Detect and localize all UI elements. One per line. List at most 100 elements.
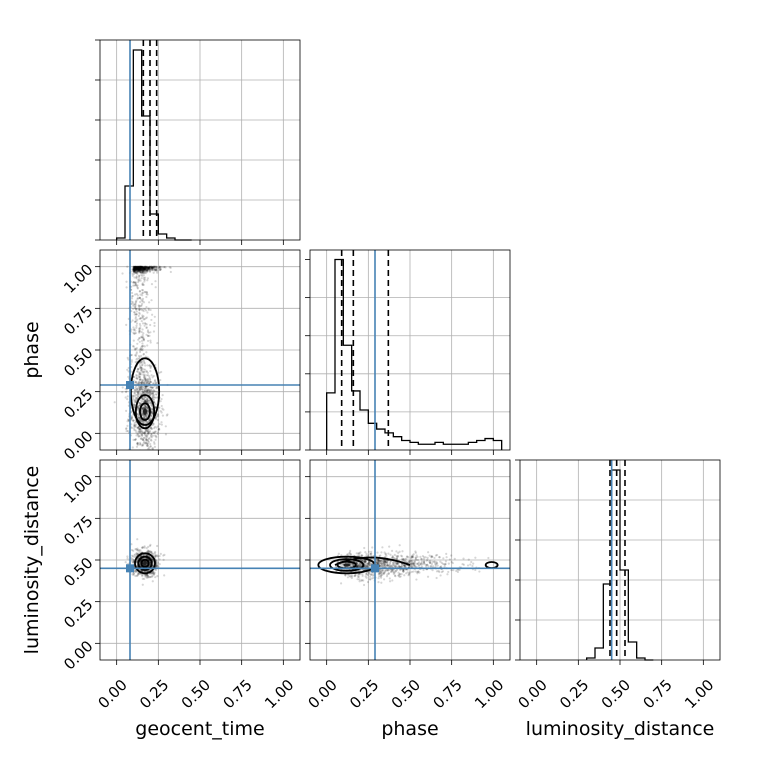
sample-point bbox=[125, 427, 128, 430]
sample-point bbox=[142, 339, 146, 342]
sample-point bbox=[154, 551, 157, 554]
sample-point bbox=[145, 434, 148, 437]
sample-point bbox=[135, 269, 138, 272]
sample-point bbox=[147, 267, 150, 270]
sample-point bbox=[133, 266, 136, 269]
sample-point bbox=[135, 272, 138, 275]
sample-point bbox=[378, 560, 381, 563]
sample-point bbox=[382, 561, 385, 564]
sample-point bbox=[148, 382, 151, 385]
sample-point bbox=[150, 412, 154, 415]
sample-point bbox=[140, 268, 143, 271]
sample-point bbox=[141, 299, 144, 302]
sample-point bbox=[155, 564, 158, 568]
sample-point bbox=[143, 268, 146, 271]
sample-point bbox=[134, 399, 137, 402]
sample-point bbox=[138, 427, 141, 430]
sample-point bbox=[145, 326, 148, 330]
sample-point bbox=[150, 265, 153, 268]
sample-point bbox=[132, 269, 135, 272]
sample-point bbox=[146, 270, 149, 273]
sample-point bbox=[142, 267, 145, 270]
sample-point bbox=[135, 266, 139, 270]
sample-point bbox=[145, 378, 148, 382]
sample-point bbox=[136, 391, 139, 394]
sample-point bbox=[391, 570, 394, 573]
sample-point bbox=[143, 396, 146, 399]
sample-point bbox=[410, 570, 413, 574]
sample-point bbox=[358, 565, 361, 568]
sample-point bbox=[158, 265, 161, 268]
sample-point bbox=[147, 266, 150, 269]
sample-point bbox=[136, 426, 139, 430]
sample-point bbox=[139, 266, 142, 269]
sample-point bbox=[140, 381, 144, 384]
sample-point bbox=[364, 551, 367, 554]
density-contour bbox=[343, 563, 350, 567]
sample-point bbox=[132, 281, 135, 284]
sample-point bbox=[138, 296, 141, 299]
sample-point bbox=[393, 561, 396, 564]
sample-point bbox=[141, 265, 144, 269]
sample-point bbox=[133, 269, 137, 273]
sample-point bbox=[348, 551, 352, 554]
sample-point bbox=[146, 330, 149, 333]
sample-point bbox=[135, 271, 138, 274]
sample-point bbox=[147, 428, 150, 431]
sample-point bbox=[369, 554, 373, 557]
sample-point bbox=[135, 265, 139, 268]
sample-point bbox=[137, 381, 140, 384]
sample-point bbox=[140, 546, 144, 549]
sample-point bbox=[137, 337, 141, 340]
sample-point bbox=[125, 427, 128, 431]
sample-point bbox=[140, 410, 144, 413]
sample-point bbox=[126, 555, 129, 558]
sample-point bbox=[144, 268, 147, 271]
sample-point bbox=[361, 573, 364, 576]
sample-point bbox=[403, 564, 406, 567]
density-contour bbox=[143, 408, 147, 415]
sample-point bbox=[136, 432, 139, 435]
sample-point bbox=[138, 372, 141, 375]
sample-point bbox=[146, 550, 149, 553]
sample-point bbox=[139, 366, 143, 369]
sample-point bbox=[144, 355, 147, 358]
sample-point bbox=[138, 267, 141, 270]
sample-point bbox=[138, 372, 142, 376]
sample-point bbox=[134, 360, 137, 364]
sample-point bbox=[135, 266, 139, 269]
sample-point bbox=[146, 267, 150, 270]
sample-point bbox=[163, 265, 166, 269]
sample-point bbox=[140, 392, 143, 395]
sample-point bbox=[368, 563, 371, 566]
sample-point bbox=[139, 269, 143, 272]
sample-point bbox=[141, 267, 145, 270]
sample-point bbox=[356, 564, 359, 567]
sample-point bbox=[140, 339, 144, 342]
sample-point bbox=[133, 269, 136, 272]
sample-point bbox=[153, 552, 156, 555]
y-tick-label: 0.25 bbox=[60, 595, 96, 631]
sample-point bbox=[148, 392, 151, 395]
sample-point bbox=[141, 397, 144, 400]
sample-point bbox=[141, 269, 145, 272]
sample-point bbox=[398, 573, 402, 576]
sample-point bbox=[141, 282, 144, 285]
sample-point bbox=[143, 374, 146, 378]
sample-point bbox=[359, 565, 362, 568]
sample-point bbox=[133, 266, 136, 269]
sample-point bbox=[143, 577, 146, 580]
sample-point bbox=[420, 563, 423, 566]
panel-frame bbox=[309, 249, 511, 451]
sample-point bbox=[417, 561, 421, 564]
sample-point bbox=[141, 443, 144, 446]
sample-point bbox=[386, 564, 389, 567]
sample-point bbox=[155, 436, 158, 439]
sample-point bbox=[149, 339, 152, 342]
sample-point bbox=[417, 562, 420, 565]
sample-point bbox=[151, 269, 154, 272]
sample-point bbox=[134, 347, 138, 351]
sample-point bbox=[147, 545, 150, 548]
sample-point bbox=[401, 550, 404, 553]
sample-point bbox=[142, 267, 145, 270]
